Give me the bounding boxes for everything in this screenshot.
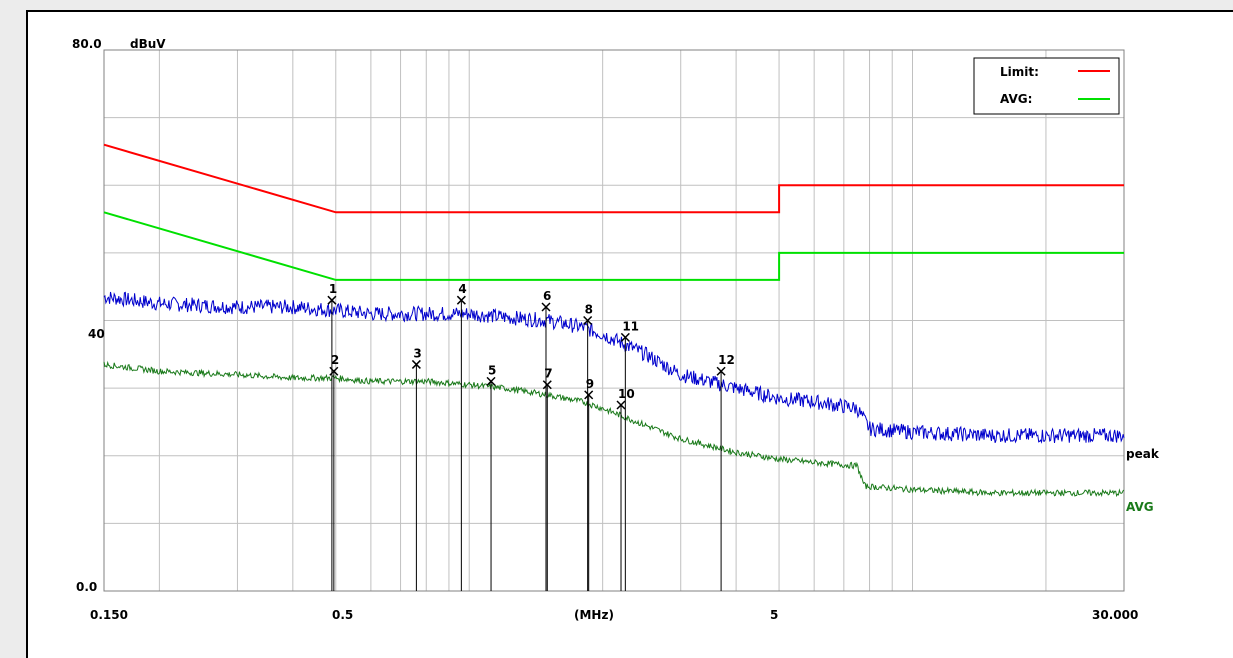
marker-x [716,366,726,376]
limit-lines [103,143,1124,281]
measurement-traces [103,291,1125,498]
marker-10: 10 [616,387,635,591]
marker-11: 11 [620,319,639,591]
marker-x [583,315,593,326]
marker-8: 8 [583,303,593,591]
y-unit-label: dBuV [130,37,166,51]
x-unit-label: (MHz) [574,608,614,622]
avg-trace-label: AVG [1126,500,1154,514]
marker-x [542,380,552,390]
marker-label: 6 [543,289,551,303]
marker-7: 7 [542,367,553,591]
peak-trace-label: peak [1126,447,1160,461]
peak-trace [103,291,1125,444]
grid [104,50,1124,591]
marker-label: 9 [586,377,594,391]
marker-1: 1 [327,282,337,591]
avg-limit-line-green [103,211,1124,281]
marker-x [486,376,496,386]
marker-label: 4 [458,282,466,296]
legend-limit-label: Limit: [1000,65,1039,79]
marker-x [327,295,337,305]
marker-9: 9 [584,377,594,591]
limit-line-red [103,143,1124,214]
marker-x [616,400,626,410]
marker-4: 4 [456,282,467,591]
marker-x [584,390,594,400]
marker-label: 5 [488,363,496,377]
marker-x [541,302,551,312]
marker-label: 8 [585,303,593,317]
marker-x [329,366,339,376]
x-tick-label-0: 0.150 [90,608,128,622]
marker-label: 7 [544,367,552,381]
legend-avg-label: AVG: [1000,92,1032,106]
marker-label: 1 [329,282,337,296]
x-tick-label-3: 5 [770,608,778,622]
y-bottom-label: 0.0 [76,580,97,594]
marker-label: 3 [413,346,421,360]
chart-panel: 1 2 3 4 5 6 7 8 9 10 11 12 80.0 dBuV 40 0.0 0.150 0… [62,31,1172,631]
avg-trace [103,360,1125,498]
legend-box: Limit: AVG: [973,57,1120,115]
x-tick-label-4: 30.000 [1092,608,1138,622]
marker-x [620,332,630,342]
marker-6: 6 [541,289,551,591]
y-top-label: 80.0 [72,37,102,51]
marker-label: 2 [331,353,339,367]
plot-border [103,49,1125,592]
marker-2: 2 [329,353,339,591]
x-tick-label-1: 0.5 [332,608,353,622]
y-mid-label: 40 [88,327,105,341]
marker-label: 10 [618,387,635,401]
marker-5: 5 [486,363,496,591]
marker-x [456,295,466,305]
marker-label: 12 [718,353,735,367]
legend-frame [973,57,1120,115]
marker-3: 3 [411,346,422,591]
marker-x [411,359,421,369]
marker-label: 11 [622,319,639,333]
marker-12: 12 [716,353,735,591]
